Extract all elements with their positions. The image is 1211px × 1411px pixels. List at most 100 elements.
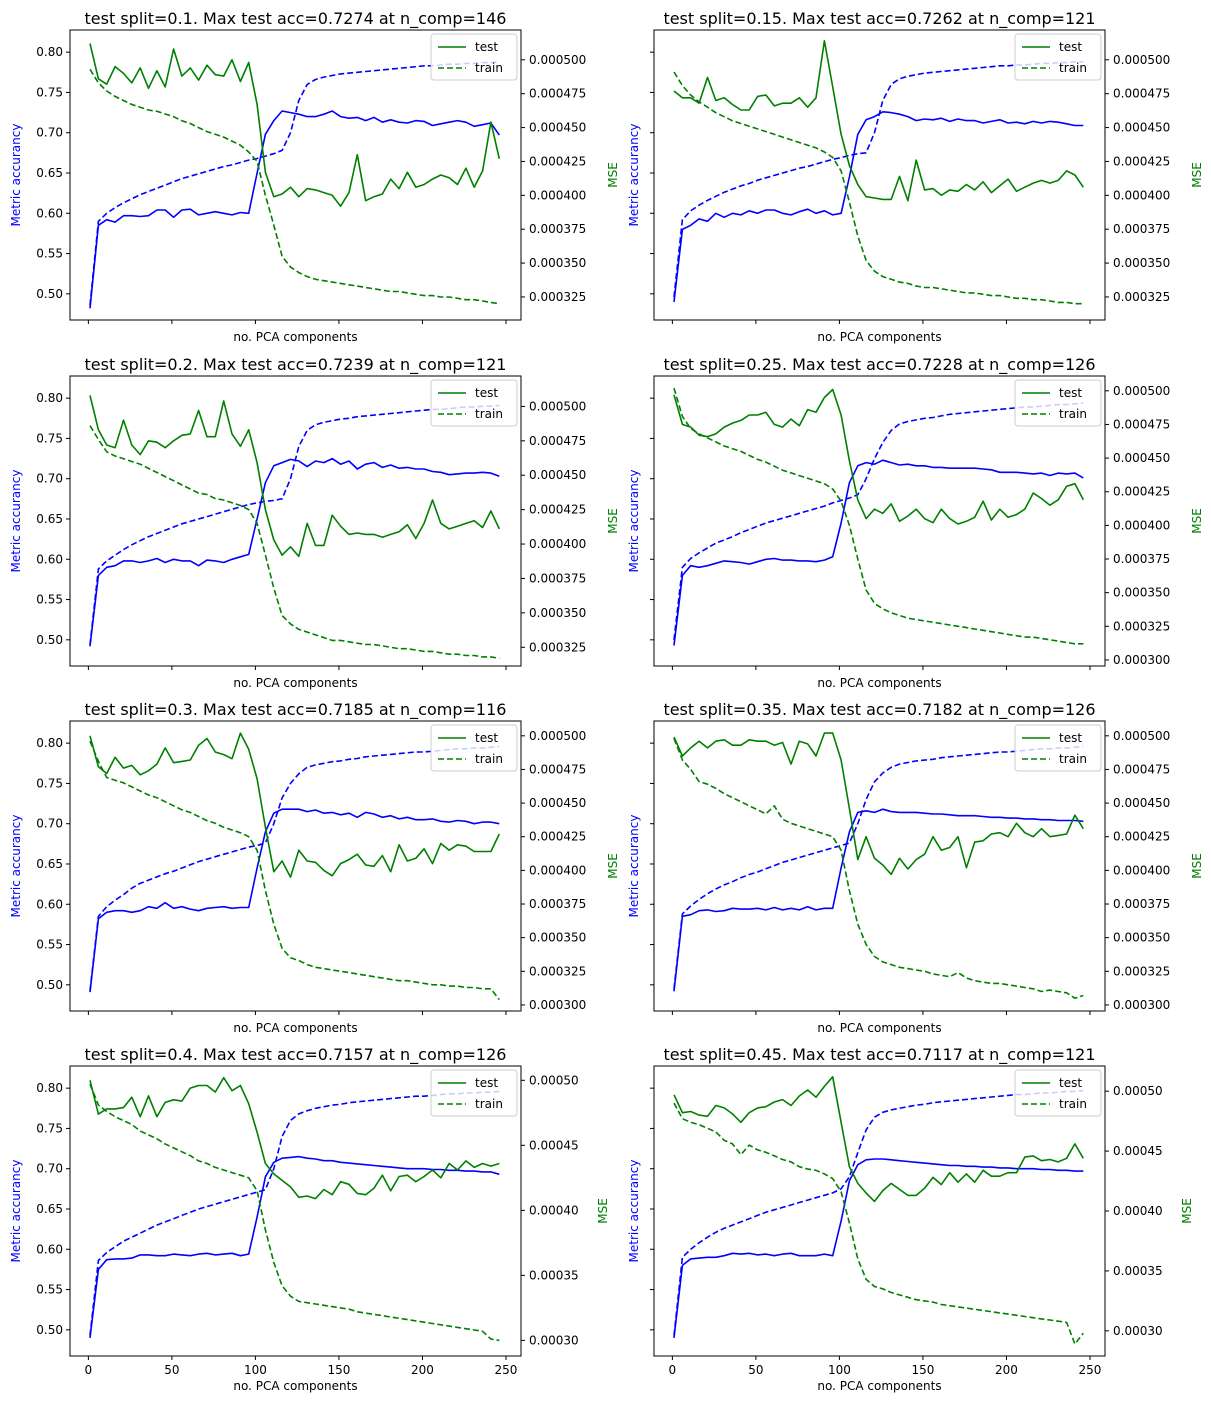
y-right-tick-label: 0.000350 [529,256,586,270]
y-left-tick-label: 0.70 [36,1162,63,1176]
y-right-tick-label: 0.00030 [1113,1324,1163,1338]
subplot-7: test split=0.4. Max test acc=0.7157 at n… [9,1045,610,1393]
y-left-axis-label: Metric accurancy [627,815,641,918]
subplot-title: test split=0.1. Max test acc=0.7274 at n… [85,9,507,29]
y-right-tick-label: 0.000350 [1113,586,1170,600]
y-right-tick-label: 0.000425 [1113,485,1170,499]
y-left-axis-label: Metric accurancy [627,470,641,573]
axes-frame [69,1065,522,1357]
x-axis-label: no. PCA components [817,1379,941,1393]
y-right-tick-label: 0.000400 [529,863,586,877]
y-left-axis-label: Metric accurancy [9,1160,23,1263]
series-line-accuracy-train [89,61,500,306]
y-right-tick-label: 0.000300 [1113,998,1170,1012]
y-right-tick-label: 0.000375 [529,222,586,236]
y-right-tick-label: 0.000325 [529,290,586,304]
legend-label-test: test [475,40,498,54]
x-tick-label: 150 [327,1363,350,1377]
legend-box [1014,1069,1102,1117]
x-tick-label: 250 [495,1363,518,1377]
y-right-axis-label: MSE [1190,162,1204,188]
series-line-mse-train [673,71,1084,305]
y-right-tick-label: 0.00040 [1113,1204,1163,1218]
y-right-tick-label: 0.000475 [529,87,586,101]
y-right-tick-label: 0.000425 [529,154,586,168]
y-right-tick-label: 0.000375 [1113,552,1170,566]
axes-frame [69,375,522,667]
x-tick-label: 100 [244,1363,267,1377]
subplot-6: test split=0.35. Max test acc=0.7182 at … [627,700,1204,1035]
y-right-tick-label: 0.000425 [1113,154,1170,168]
series-line-accuracy-test [673,459,1084,646]
subplot-3: test split=0.2. Max test acc=0.7239 at n… [9,355,620,690]
legend-label-train: train [1059,1097,1087,1111]
subplot-5: test split=0.3. Max test acc=0.7185 at n… [9,700,620,1035]
y-left-tick-label: 0.55 [36,593,63,607]
legend-label-test: test [475,1076,498,1090]
y-right-tick-label: 0.000350 [529,931,586,945]
legend-label-train: train [475,752,503,766]
y-left-tick-label: 0.75 [36,85,63,99]
y-right-tick-label: 0.00030 [529,1333,579,1347]
series-line-accuracy-train [673,60,1084,298]
y-left-axis-label: Metric accurancy [9,124,23,227]
legend-label-train: train [475,61,503,75]
y-left-tick-label: 0.80 [36,45,63,59]
x-axis-label: no. PCA components [817,1021,941,1035]
y-right-tick-label: 0.000400 [529,188,586,202]
y-right-tick-label: 0.000425 [529,503,586,517]
y-left-tick-label: 0.70 [36,817,63,831]
legend-label-train: train [475,407,503,421]
axes-frame [653,720,1106,1012]
series-line-mse-test [89,395,501,558]
y-right-tick-label: 0.000450 [529,796,586,810]
y-right-tick-label: 0.000400 [529,537,586,551]
y-right-tick-label: 0.00050 [529,1073,579,1087]
y-right-tick-label: 0.000375 [529,897,586,911]
x-axis-label: no. PCA components [233,676,357,690]
x-tick-label: 200 [411,1363,434,1377]
y-right-tick-label: 0.000500 [529,399,586,413]
y-right-tick-label: 0.000475 [1113,417,1170,431]
series-line-accuracy-train [89,1090,500,1336]
x-axis-label: no. PCA components [233,1379,357,1393]
legend-box [430,379,518,427]
y-right-tick-label: 0.000475 [1113,762,1170,776]
y-left-tick-label: 0.50 [36,287,63,301]
y-left-tick-label: 0.65 [36,1202,63,1216]
series-line-accuracy-test [673,808,1084,992]
legend: test train [430,379,518,427]
x-axis-label: no. PCA components [233,1021,357,1035]
axes-frame [653,375,1106,667]
y-left-axis-label: Metric accurancy [9,815,23,918]
series-line-accuracy-test [89,110,500,309]
x-tick-label: 50 [164,1363,179,1377]
legend: test train [1014,724,1102,772]
legend: test train [1014,33,1102,81]
axes-frame [69,29,522,321]
y-right-tick-label: 0.000325 [1113,619,1170,633]
y-left-tick-label: 0.75 [36,1121,63,1135]
x-tick-label: 200 [995,1363,1018,1377]
legend: test train [1014,1069,1102,1117]
x-tick-label: 150 [911,1363,934,1377]
y-right-tick-label: 0.000300 [1113,653,1170,667]
series-line-mse-test [673,732,1084,876]
legend: test train [430,724,518,772]
legend-box [1014,33,1102,81]
subplot-title: test split=0.2. Max test acc=0.7239 at n… [85,355,507,375]
y-left-tick-label: 0.70 [36,126,63,140]
series-line-mse-train [89,740,500,1001]
y-right-tick-label: 0.000475 [529,434,586,448]
legend: test train [430,33,518,81]
legend-box [1014,724,1102,772]
legend-label-test: test [1059,731,1082,745]
series-line-mse-test [673,39,1084,202]
legend-label-test: test [1059,40,1082,54]
y-right-tick-label: 0.000450 [529,121,586,135]
y-right-tick-label: 0.000325 [1113,964,1170,978]
y-right-axis-label: MSE [1190,853,1204,879]
subplot-title: test split=0.4. Max test acc=0.7157 at n… [85,1045,507,1065]
y-right-tick-label: 0.00040 [529,1203,579,1217]
legend: test train [1014,379,1102,427]
